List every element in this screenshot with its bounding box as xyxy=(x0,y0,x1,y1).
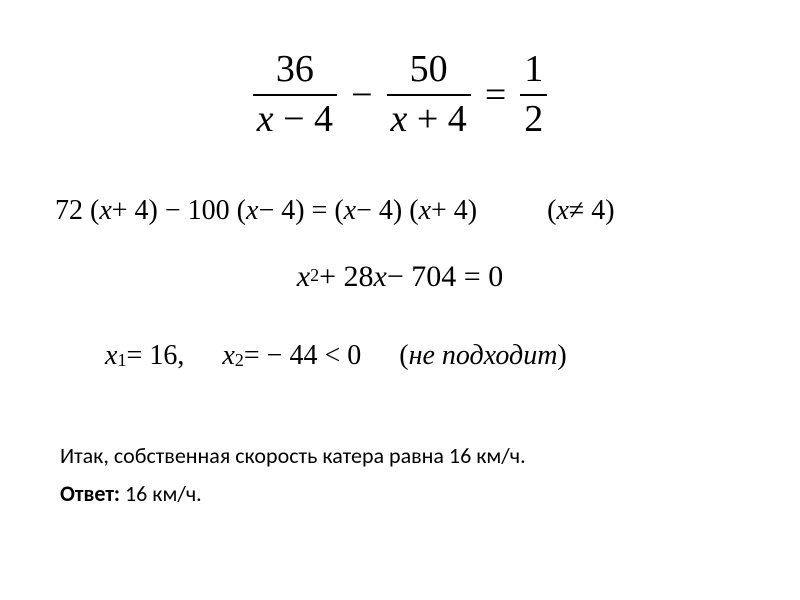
x1-value: = 16, xyxy=(127,340,185,372)
fraction-3: 1 2 xyxy=(520,50,547,140)
x2-value: = − 44 < 0 xyxy=(244,340,361,372)
eq2-b: + 4) − 100 ( xyxy=(112,195,246,227)
subscript-1: 1 xyxy=(117,350,126,371)
root-1: x1 = 16, xyxy=(105,340,184,372)
eq2-c: − 4) = ( xyxy=(258,195,343,227)
exponent-2: 2 xyxy=(310,265,319,286)
equation-1: 36 x − 4 − 50 x + 4 = 1 2 xyxy=(0,50,800,140)
var-x: x xyxy=(556,195,568,227)
root-2-note: (не подходит) xyxy=(399,340,567,372)
frac1-denominator: x − 4 xyxy=(253,94,337,140)
minus-op: − xyxy=(337,73,386,117)
eq3-tail: − 704 = 0 xyxy=(387,260,503,294)
var-x: x xyxy=(374,260,387,294)
frac3-numerator: 1 xyxy=(520,50,547,94)
frac2-den-op: + 4 xyxy=(407,98,466,140)
equation-2: 72 ( x + 4) − 100 ( x − 4) = ( x − 4) ( … xyxy=(0,195,800,227)
eq2-lhs: 72 ( x + 4) − 100 ( x − 4) = ( x − 4) ( … xyxy=(55,195,477,227)
var-x: x xyxy=(257,98,274,140)
fraction-2: 50 x + 4 xyxy=(387,50,471,140)
frac1-numerator: 36 xyxy=(272,50,318,94)
note-text: не подходит xyxy=(409,340,558,372)
note-close: ) xyxy=(557,340,566,372)
equals-op: = xyxy=(471,73,520,117)
var-x: x xyxy=(99,195,111,227)
var-x: x xyxy=(391,98,408,140)
frac2-denominator: x + 4 xyxy=(387,94,471,140)
var-x: x xyxy=(105,340,117,372)
var-x: x xyxy=(297,260,310,294)
equation-4: x1 = 16, x2 = − 44 < 0 (не подходит) xyxy=(0,340,800,372)
frac2-numerator: 50 xyxy=(406,50,452,94)
root-2: x2 = − 44 < 0 xyxy=(222,340,361,372)
answer-label: Ответ: xyxy=(60,480,120,507)
equation-3: x2 + 28 x − 704 = 0 xyxy=(0,260,800,294)
answer-value: 16 км/ч. xyxy=(120,480,202,507)
fraction-1: 36 x − 4 xyxy=(253,50,337,140)
eq2-a: 72 ( xyxy=(55,195,99,227)
eq2-e: + 4) xyxy=(431,195,477,227)
answer-line: Ответ: 16 км/ч. xyxy=(0,478,800,510)
frac3-denominator: 2 xyxy=(520,94,547,140)
eq2-d: − 4) ( xyxy=(356,195,418,227)
page: 36 x − 4 − 50 x + 4 = 1 2 72 ( x + 4) − … xyxy=(0,0,800,600)
cond-rest: ≠ 4) xyxy=(569,195,615,227)
note-open: ( xyxy=(399,340,408,372)
var-x: x xyxy=(419,195,431,227)
eq3-body: x2 + 28 x − 704 = 0 xyxy=(297,260,503,294)
frac1-den-op: − 4 xyxy=(274,98,333,140)
var-x: x xyxy=(344,195,356,227)
var-x: x xyxy=(246,195,258,227)
eq3-rest: + 28 xyxy=(319,260,373,294)
var-x: x xyxy=(222,340,234,372)
subscript-2: 2 xyxy=(235,350,244,371)
conclusion-text: Итак, собственная скорость катера равна … xyxy=(0,440,800,472)
eq2-condition: ( x ≠ 4) xyxy=(547,195,614,227)
